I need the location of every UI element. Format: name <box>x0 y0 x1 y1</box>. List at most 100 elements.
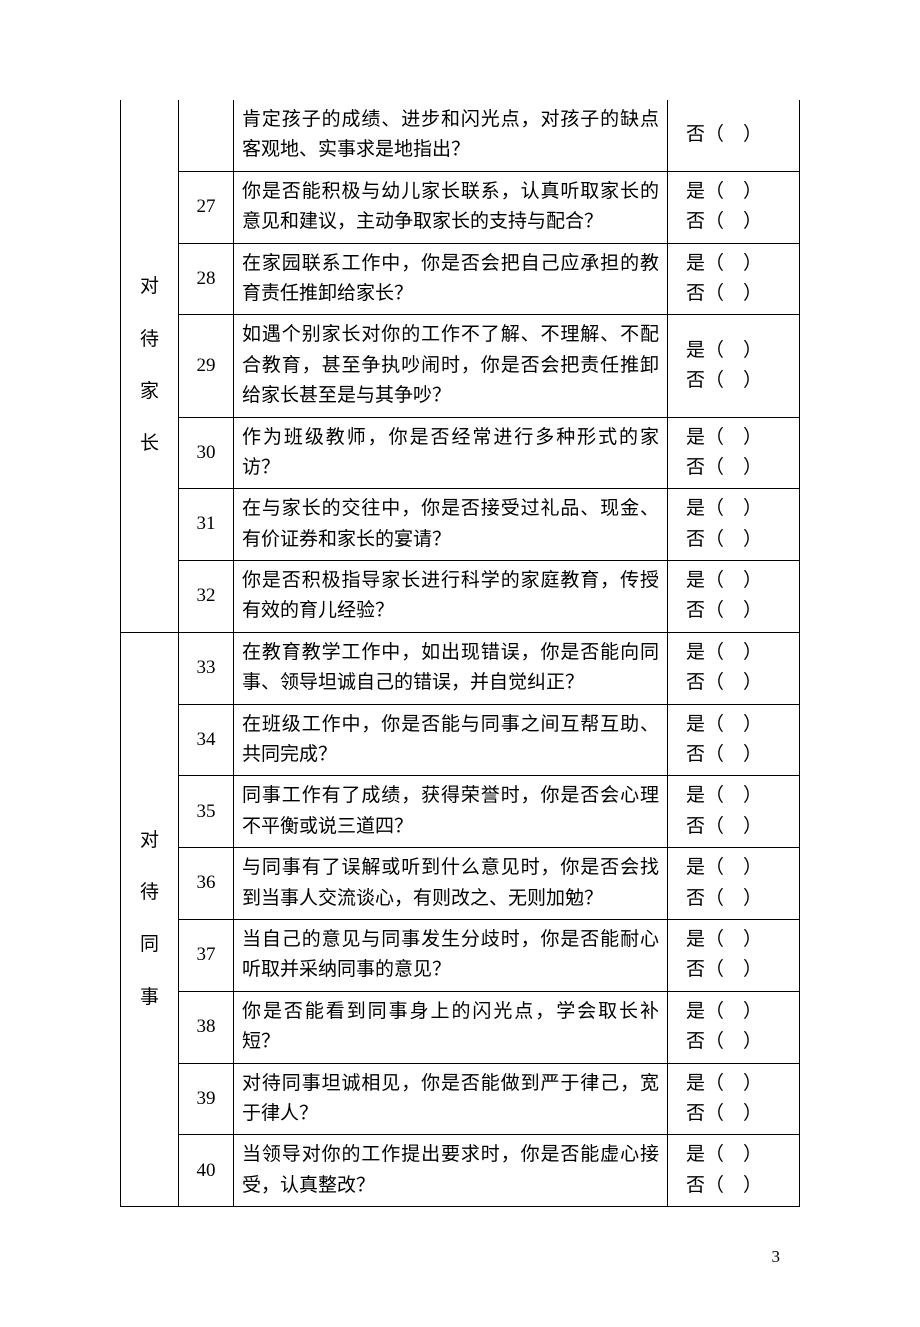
answer-no[interactable]: 否（ ） <box>686 884 791 914</box>
question-number: 40 <box>179 1135 234 1207</box>
question-text: 当自己的意见与同事发生分歧时，你是否能耐心听取并采纳同事的意见？ <box>234 919 668 991</box>
table-body: 对 待 家 长 肯定孩子的成绩、进步和闪光点，对孩子的缺点客观地、实事求是地指出… <box>121 100 800 1207</box>
table-row: 40 当领导对你的工作提出要求时，你是否能虚心接受，认真整改？ 是（ ） 否（ … <box>121 1135 800 1207</box>
category-char: 对 <box>140 826 159 856</box>
question-number: 32 <box>179 561 234 633</box>
answer-cell: 是（ ） 否（ ） <box>668 1135 800 1207</box>
page-number: 3 <box>120 1247 800 1267</box>
answer-no[interactable]: 否（ ） <box>686 120 791 150</box>
question-text: 你是否积极指导家长进行科学的家庭教育，传授有效的育儿经验？ <box>234 561 668 633</box>
answer-cell: 是（ ） 否（ ） <box>668 776 800 848</box>
answer-yes[interactable]: 是（ ） <box>686 925 791 955</box>
table-row: 38 你是否能看到同事身上的闪光点，学会取长补短？ 是（ ） 否（ ） <box>121 991 800 1063</box>
question-text: 在教育教学工作中，如出现错误，你是否能向同事、领导坦诚自己的错误，并自觉纠正？ <box>234 632 668 704</box>
question-number: 34 <box>179 704 234 776</box>
table-row: 36 与同事有了误解或听到什么意见时，你是否会找到当事人交流谈心，有则改之、无则… <box>121 848 800 920</box>
question-number: 38 <box>179 991 234 1063</box>
table-row: 29 如遇个别家长对你的工作不了解、不理解、不配合教育，甚至争执吵闹时，你是否会… <box>121 315 800 417</box>
answer-no[interactable]: 否（ ） <box>686 955 791 985</box>
table-row: 39 对待同事坦诚相见，你是否能做到严于律己，宽于律人？ 是（ ） 否（ ） <box>121 1063 800 1135</box>
answer-yes[interactable]: 是（ ） <box>686 566 791 596</box>
question-text: 在班级工作中，你是否能与同事之间互帮互助、共同完成？ <box>234 704 668 776</box>
table-row: 31 在与家长的交往中，你是否接受过礼品、现金、有价证券和家长的宴请？ 是（ ）… <box>121 489 800 561</box>
answer-yes[interactable]: 是（ ） <box>686 853 791 883</box>
category-char: 待 <box>140 878 159 908</box>
answer-no[interactable]: 否（ ） <box>686 1027 791 1057</box>
question-text: 在家园联系工作中，你是否会把自己应承担的教育责任推卸给家长？ <box>234 243 668 315</box>
answer-cell: 是（ ） 否（ ） <box>668 489 800 561</box>
answer-no[interactable]: 否（ ） <box>686 207 791 237</box>
category-cell: 对 待 同 事 <box>121 632 179 1206</box>
answer-cell: 是（ ） 否（ ） <box>668 1063 800 1135</box>
answer-no[interactable]: 否（ ） <box>686 279 791 309</box>
question-number <box>179 100 234 171</box>
table-row: 34 在班级工作中，你是否能与同事之间互帮互助、共同完成？ 是（ ） 否（ ） <box>121 704 800 776</box>
answer-cell: 是（ ） 否（ ） <box>668 171 800 243</box>
answer-no[interactable]: 否（ ） <box>686 366 791 396</box>
question-number: 30 <box>179 417 234 489</box>
category-char: 事 <box>140 983 159 1013</box>
answer-no[interactable]: 否（ ） <box>686 596 791 626</box>
answer-cell: 否（ ） <box>668 100 800 171</box>
answer-cell: 是（ ） 否（ ） <box>668 315 800 417</box>
answer-no[interactable]: 否（ ） <box>686 740 791 770</box>
questionnaire-table: 对 待 家 长 肯定孩子的成绩、进步和闪光点，对孩子的缺点客观地、实事求是地指出… <box>120 100 800 1207</box>
question-text: 如遇个别家长对你的工作不了解、不理解、不配合教育，甚至争执吵闹时，你是否会把责任… <box>234 315 668 417</box>
answer-no[interactable]: 否（ ） <box>686 1099 791 1129</box>
answer-yes[interactable]: 是（ ） <box>686 177 791 207</box>
answer-no[interactable]: 否（ ） <box>686 812 791 842</box>
answer-no[interactable]: 否（ ） <box>686 453 791 483</box>
question-text: 在与家长的交往中，你是否接受过礼品、现金、有价证券和家长的宴请？ <box>234 489 668 561</box>
answer-cell: 是（ ） 否（ ） <box>668 919 800 991</box>
question-text: 你是否能积极与幼儿家长联系，认真听取家长的意见和建议，主动争取家长的支持与配合？ <box>234 171 668 243</box>
answer-yes[interactable]: 是（ ） <box>686 781 791 811</box>
category-cell: 对 待 家 长 <box>121 100 179 632</box>
question-text: 肯定孩子的成绩、进步和闪光点，对孩子的缺点客观地、实事求是地指出？ <box>234 100 668 171</box>
question-number: 39 <box>179 1063 234 1135</box>
answer-no[interactable]: 否（ ） <box>686 668 791 698</box>
answer-yes[interactable]: 是（ ） <box>686 423 791 453</box>
question-text: 与同事有了误解或听到什么意见时，你是否会找到当事人交流谈心，有则改之、无则加勉？ <box>234 848 668 920</box>
table-row: 30 作为班级教师，你是否经常进行多种形式的家访？ 是（ ） 否（ ） <box>121 417 800 489</box>
answer-cell: 是（ ） 否（ ） <box>668 417 800 489</box>
category-label-colleagues: 对 待 同 事 <box>129 826 170 1014</box>
table-row: 27 你是否能积极与幼儿家长联系，认真听取家长的意见和建议，主动争取家长的支持与… <box>121 171 800 243</box>
answer-cell: 是（ ） 否（ ） <box>668 243 800 315</box>
question-text: 当领导对你的工作提出要求时，你是否能虚心接受，认真整改？ <box>234 1135 668 1207</box>
answer-yes[interactable]: 是（ ） <box>686 494 791 524</box>
answer-cell: 是（ ） 否（ ） <box>668 991 800 1063</box>
question-text: 同事工作有了成绩，获得荣誉时，你是否会心理不平衡或说三道四？ <box>234 776 668 848</box>
answer-cell: 是（ ） 否（ ） <box>668 632 800 704</box>
table-row: 35 同事工作有了成绩，获得荣誉时，你是否会心理不平衡或说三道四？ 是（ ） 否… <box>121 776 800 848</box>
answer-cell: 是（ ） 否（ ） <box>668 704 800 776</box>
question-number: 27 <box>179 171 234 243</box>
answer-cell: 是（ ） 否（ ） <box>668 848 800 920</box>
answer-yes[interactable]: 是（ ） <box>686 1069 791 1099</box>
table-row: 对 待 家 长 肯定孩子的成绩、进步和闪光点，对孩子的缺点客观地、实事求是地指出… <box>121 100 800 171</box>
answer-yes[interactable]: 是（ ） <box>686 249 791 279</box>
question-number: 28 <box>179 243 234 315</box>
answer-no[interactable]: 否（ ） <box>686 525 791 555</box>
category-char: 长 <box>140 429 159 459</box>
question-number: 35 <box>179 776 234 848</box>
question-number: 37 <box>179 919 234 991</box>
answer-yes[interactable]: 是（ ） <box>686 710 791 740</box>
question-number: 29 <box>179 315 234 417</box>
question-number: 36 <box>179 848 234 920</box>
table-row: 37 当自己的意见与同事发生分歧时，你是否能耐心听取并采纳同事的意见？ 是（ ）… <box>121 919 800 991</box>
question-number: 33 <box>179 632 234 704</box>
question-text: 对待同事坦诚相见，你是否能做到严于律己，宽于律人？ <box>234 1063 668 1135</box>
table-row: 32 你是否积极指导家长进行科学的家庭教育，传授有效的育儿经验？ 是（ ） 否（… <box>121 561 800 633</box>
answer-no[interactable]: 否（ ） <box>686 1171 791 1201</box>
category-char: 对 <box>140 272 159 302</box>
table-row: 28 在家园联系工作中，你是否会把自己应承担的教育责任推卸给家长？ 是（ ） 否… <box>121 243 800 315</box>
question-number: 31 <box>179 489 234 561</box>
answer-yes[interactable]: 是（ ） <box>686 997 791 1027</box>
category-label-parents: 对 待 家 长 <box>129 272 170 460</box>
category-char: 同 <box>140 930 159 960</box>
answer-yes[interactable]: 是（ ） <box>686 1140 791 1170</box>
answer-yes[interactable]: 是（ ） <box>686 336 791 366</box>
answer-yes[interactable]: 是（ ） <box>686 638 791 668</box>
answer-cell: 是（ ） 否（ ） <box>668 561 800 633</box>
category-char: 待 <box>140 325 159 355</box>
